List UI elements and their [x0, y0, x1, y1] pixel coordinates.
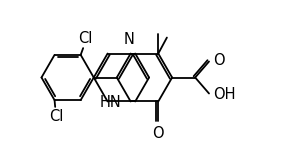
Text: N: N	[124, 32, 135, 47]
Text: Cl: Cl	[49, 109, 63, 124]
Text: Cl: Cl	[78, 31, 93, 46]
Text: O: O	[152, 126, 164, 141]
Text: OH: OH	[213, 87, 235, 102]
Text: HN: HN	[100, 95, 121, 111]
Text: O: O	[213, 53, 224, 68]
